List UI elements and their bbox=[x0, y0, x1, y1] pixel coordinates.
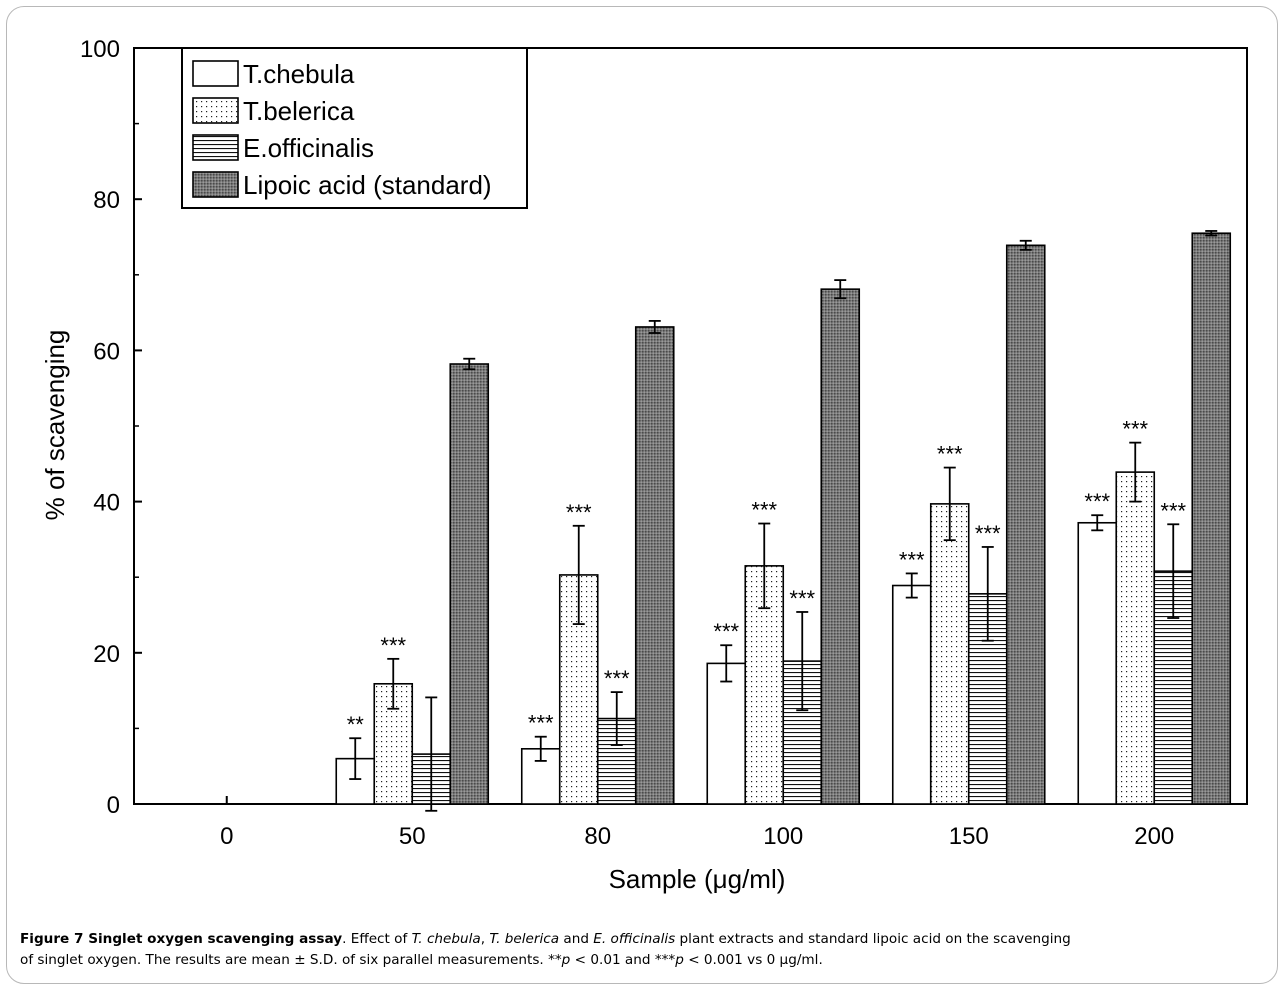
bar bbox=[449, 363, 490, 805]
y-axis-label: % of scavenging bbox=[40, 330, 70, 521]
significance-label: *** bbox=[975, 521, 1001, 546]
y-tick-label: 60 bbox=[93, 338, 120, 365]
legend-label: E.officinalis bbox=[243, 133, 374, 163]
significance-label: *** bbox=[751, 498, 777, 523]
y-tick-label: 100 bbox=[80, 36, 120, 63]
legend-swatch bbox=[192, 97, 239, 124]
significance-label: *** bbox=[604, 666, 630, 691]
significance-label: *** bbox=[566, 500, 592, 525]
plot-axes: 0 20 40 60 80 100 0 50 80 100 150 200 bbox=[80, 36, 1248, 850]
caption-text-run: p bbox=[675, 952, 684, 968]
x-tick-label: 150 bbox=[949, 823, 989, 850]
bar bbox=[1191, 232, 1232, 805]
caption-text-run: T. chebula bbox=[411, 931, 481, 947]
significance-label: *** bbox=[380, 633, 406, 658]
significance-label: *** bbox=[528, 711, 554, 736]
y-tick-label: 20 bbox=[93, 641, 120, 668]
significance-label: *** bbox=[1160, 498, 1186, 523]
legend-label: T.belerica bbox=[243, 96, 355, 126]
x-tick-label: 100 bbox=[763, 823, 803, 850]
y-tick-label: 80 bbox=[93, 187, 120, 214]
caption-text-run: < 0.001 vs 0 μg/ml. bbox=[683, 952, 823, 968]
legend-swatch bbox=[192, 171, 239, 198]
caption-text-run: p bbox=[561, 952, 571, 968]
caption-text-run: of singlet oxygen. The results are mean … bbox=[20, 952, 562, 968]
significance-label: *** bbox=[789, 586, 815, 611]
caption-line-1: Figure 7 Singlet oxygen scavenging assay… bbox=[20, 929, 1270, 950]
x-tick-label: 200 bbox=[1134, 823, 1174, 850]
legend-swatch bbox=[192, 134, 239, 161]
y-tick-label: 40 bbox=[93, 490, 120, 517]
bar bbox=[634, 326, 675, 805]
significance-label: *** bbox=[1084, 489, 1110, 514]
caption-line-2: of singlet oxygen. The results are mean … bbox=[20, 950, 1270, 971]
x-tick-label: 0 bbox=[220, 823, 233, 850]
significance-label: *** bbox=[1122, 417, 1148, 442]
caption-text-run: , bbox=[480, 931, 490, 947]
bar bbox=[891, 584, 932, 805]
significance-label: *** bbox=[937, 442, 963, 467]
legend-label: T.chebula bbox=[243, 59, 355, 89]
legend-box bbox=[181, 47, 528, 209]
figure-caption: Figure 7 Singlet oxygen scavenging assay… bbox=[20, 929, 1270, 971]
caption-text-run: < 0.01 and *** bbox=[570, 952, 676, 968]
caption-text-run: plant extracts and standard lipoic acid … bbox=[675, 931, 1071, 947]
legend: T.chebula T.belerica E.officinalis Lipoic a… bbox=[181, 47, 528, 209]
bar bbox=[1077, 521, 1118, 805]
y-tick-label: 0 bbox=[107, 792, 120, 819]
significance-label: ** bbox=[347, 712, 365, 737]
bar bbox=[706, 662, 747, 805]
labels-group: % of scavenging Sample (μg/ml) bbox=[40, 330, 785, 894]
caption-text-run: T. belerica bbox=[489, 931, 560, 947]
caption-text-run: E. officinalis bbox=[593, 931, 676, 947]
caption-label: Figure 7 Singlet oxygen scavenging assay bbox=[20, 931, 343, 947]
x-tick-label: 50 bbox=[399, 823, 426, 850]
bar bbox=[1115, 471, 1156, 805]
bar bbox=[1005, 244, 1046, 805]
x-tick-label: 80 bbox=[584, 823, 611, 850]
caption-text-run: and bbox=[559, 931, 594, 947]
bar bbox=[820, 288, 861, 805]
significance-label: *** bbox=[713, 619, 739, 644]
significance-label: *** bbox=[899, 547, 925, 572]
legend-label: Lipoic acid (standard) bbox=[243, 170, 492, 200]
bar bbox=[929, 503, 970, 805]
caption-text-run: . Effect of bbox=[342, 931, 412, 947]
bars-group: ** ****************** ********************… bbox=[335, 230, 1232, 812]
x-axis-label: Sample (μg/ml) bbox=[609, 864, 786, 894]
legend-swatch bbox=[192, 60, 239, 87]
